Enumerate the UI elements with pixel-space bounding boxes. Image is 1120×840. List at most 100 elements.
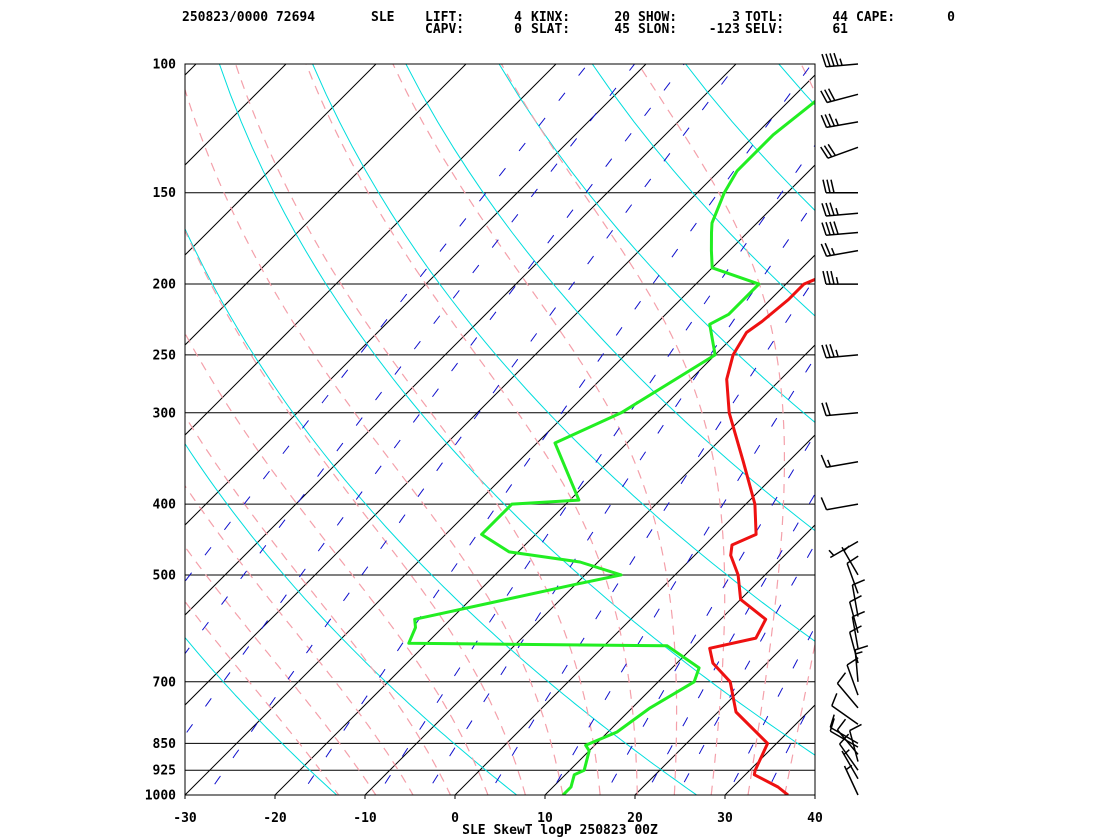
barb-flag	[820, 454, 828, 468]
dry-adiabat-440	[778, 64, 815, 106]
background-lines	[0, 64, 1120, 811]
barb-flag	[825, 221, 831, 236]
kinx-label: KINX:	[531, 10, 571, 25]
barb-flag	[822, 270, 827, 285]
barb-staff	[829, 730, 859, 748]
wind-barb	[848, 723, 862, 762]
dry-adiabat-320	[218, 64, 815, 756]
wind-barb	[829, 718, 859, 748]
barb-half-flag	[834, 118, 839, 126]
barb-flag	[831, 693, 838, 707]
x-tick-label: 40	[807, 811, 823, 826]
barb-half-flag	[835, 207, 839, 216]
barb-flag	[821, 222, 827, 236]
barb-half-flag	[827, 459, 832, 467]
barb-flag	[823, 145, 833, 158]
slat-label: SLAT:	[531, 22, 571, 37]
show-value: 3	[732, 10, 740, 25]
y-tick-label: 850	[153, 737, 177, 752]
lift-value: 4	[514, 10, 522, 25]
y-tick-label: 700	[153, 675, 177, 690]
moist-adiabat-22	[305, 64, 638, 795]
mixing-ratio-50	[809, 64, 1120, 811]
moist-adiabat-30	[500, 64, 726, 795]
wind-barb	[828, 540, 859, 559]
cape-label: CAPE:	[856, 10, 896, 25]
capv-value: 0	[514, 22, 522, 37]
barb-flag	[829, 718, 835, 732]
x-tick-label: 20	[627, 811, 643, 826]
barb-staff	[826, 249, 859, 257]
barb-staff	[841, 546, 859, 576]
wind-barb	[820, 242, 859, 257]
isotherm-20	[634, 614, 815, 795]
isotherm--60	[185, 64, 647, 526]
capv-label: CAPV:	[425, 22, 465, 37]
isotherm--10	[364, 344, 815, 795]
y-tick-label: 150	[153, 186, 177, 201]
barb-flag	[821, 402, 827, 416]
barb-flag	[829, 344, 835, 358]
barb-flag	[852, 610, 865, 618]
sounding-id: 250823/0000 72694	[182, 10, 316, 25]
barb-half-flag	[828, 549, 835, 557]
barb-flag	[824, 114, 832, 127]
barb-flag	[836, 672, 847, 684]
wind-barb	[821, 344, 859, 359]
moist-adiabat--6	[185, 545, 377, 795]
barb-flag	[825, 53, 831, 67]
barb-flag	[828, 113, 836, 127]
wind-barb	[846, 555, 859, 594]
barb-half-flag	[831, 247, 836, 256]
dry-adiabat-460	[872, 64, 1120, 811]
barb-staff	[848, 601, 859, 633]
barb-flag	[824, 242, 832, 256]
barb-staff	[846, 563, 859, 594]
isotherm--80	[185, 64, 467, 346]
barb-half-flag	[855, 651, 863, 655]
barb-staff	[826, 503, 859, 511]
station-code: SLE	[371, 10, 395, 25]
selv-label: SELV:	[745, 22, 785, 37]
isotherm-10	[544, 524, 815, 795]
barb-staff	[848, 632, 859, 664]
selv-value: 61	[832, 22, 848, 37]
barb-staff	[826, 231, 859, 236]
barb-staff	[843, 765, 859, 796]
y-tick-label: 925	[153, 764, 176, 779]
moist-adiabat-18	[235, 64, 601, 795]
plot-frame	[184, 63, 816, 796]
barb-flag	[830, 270, 835, 285]
barb-flag	[836, 718, 847, 731]
y-tick-label: 300	[153, 406, 177, 421]
barb-flag	[820, 114, 828, 128]
x-tick-label: 10	[537, 811, 553, 826]
dry-adiabat-300	[185, 227, 698, 795]
barb-flag	[829, 202, 835, 216]
wind-barb	[851, 610, 865, 649]
dry-adiabat-340	[312, 64, 815, 642]
barb-staff	[826, 93, 859, 104]
temperature-line	[708, 277, 815, 795]
x-tick-label: -20	[263, 811, 287, 826]
wind-barb	[821, 402, 859, 417]
barb-staff	[826, 354, 859, 359]
isotherm--70	[185, 64, 557, 436]
mixing-ratio-0.1	[185, 64, 635, 655]
dry-adiabat-480	[965, 64, 1120, 811]
barb-staff	[838, 743, 859, 771]
slat-value: 45	[614, 22, 630, 37]
y-tick-label: 500	[153, 568, 177, 583]
barb-half-flag	[839, 58, 843, 66]
barb-flag	[826, 270, 831, 285]
wind-barb	[843, 764, 859, 796]
dry-adiabat-240	[0, 64, 172, 811]
barb-staff	[829, 726, 859, 745]
barb-flag	[824, 89, 832, 102]
axes: -30 -20 -10 0 10 20 30 40 100 150 200 250 300 400 500 7…	[145, 58, 823, 827]
kinx-value: 20	[614, 10, 630, 25]
barb-flag	[825, 344, 831, 358]
y-tick-label: 250	[153, 348, 177, 363]
dry-adiabat-280	[185, 442, 518, 795]
